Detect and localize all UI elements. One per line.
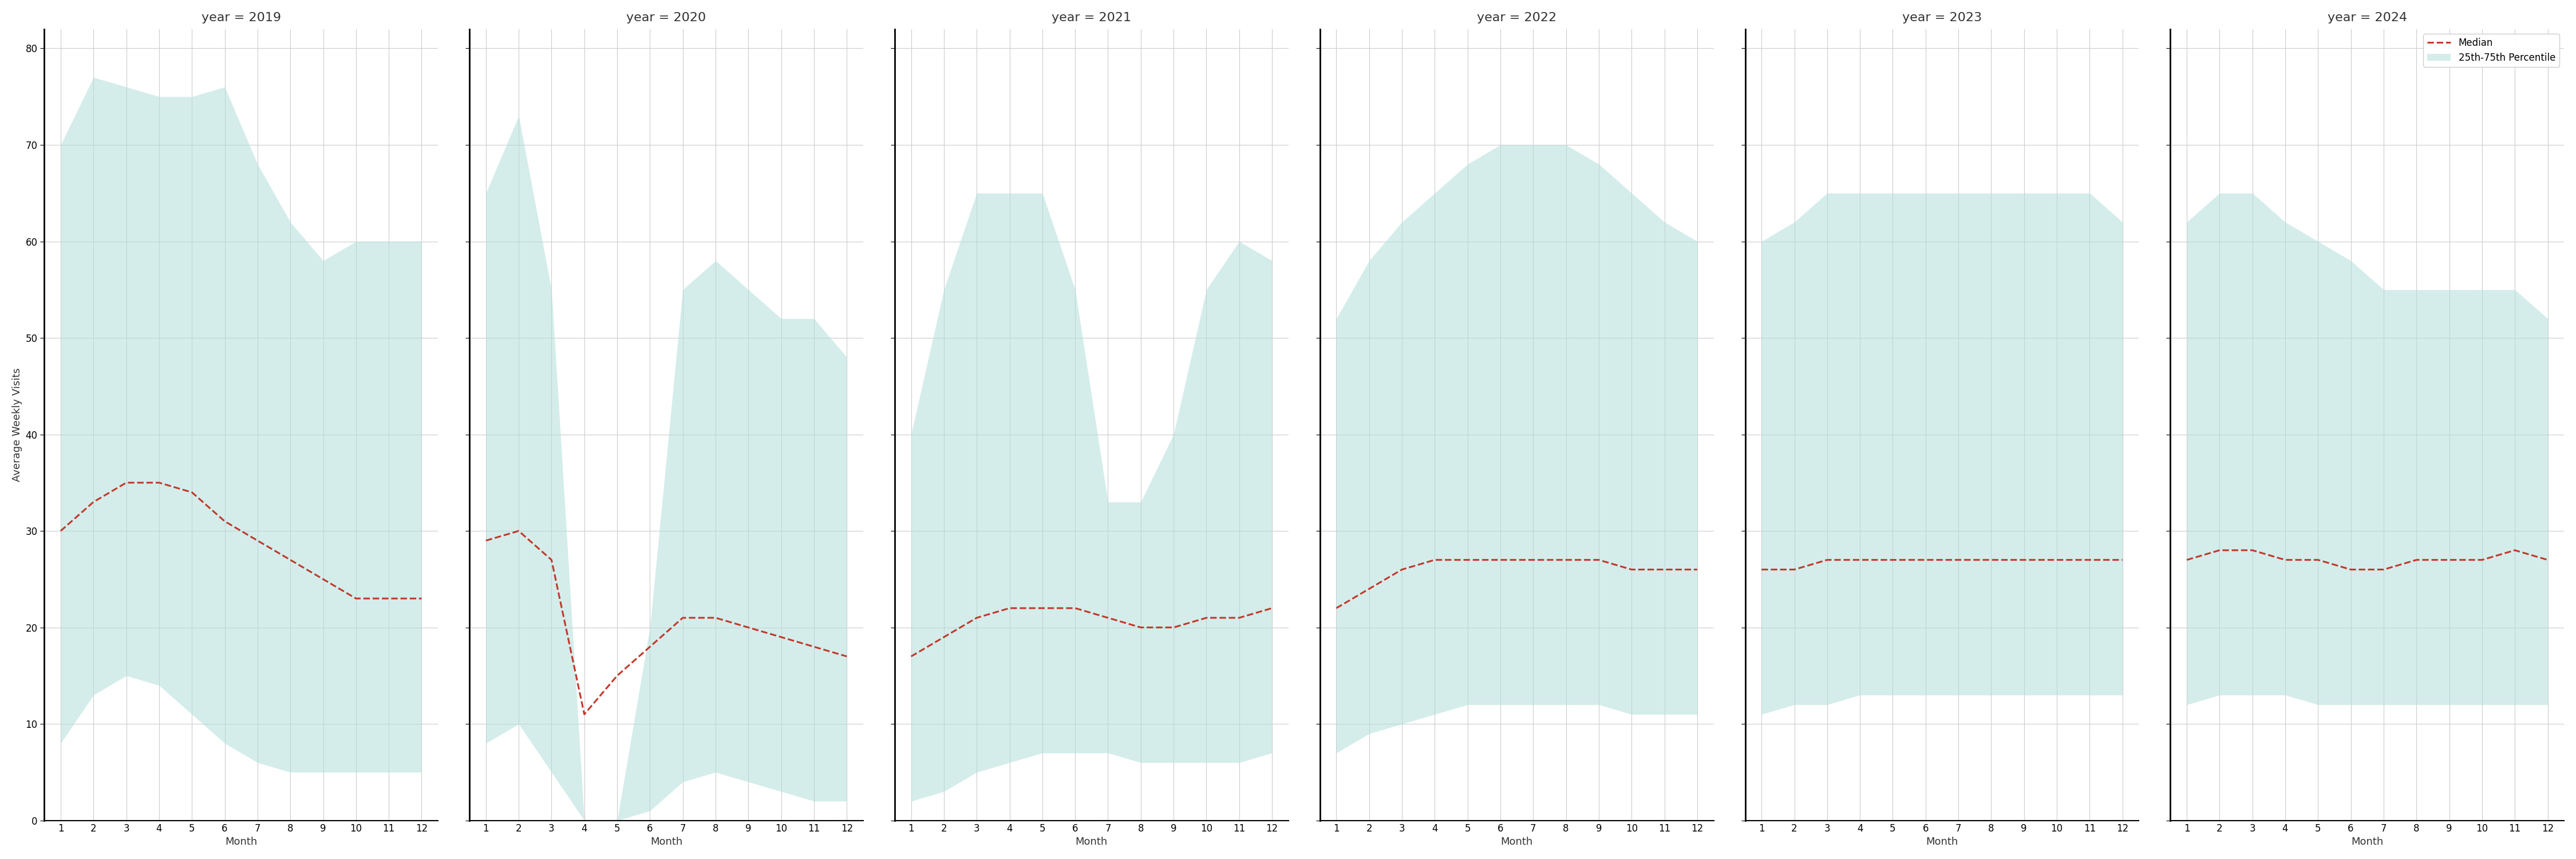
X-axis label: Month: Month [649,837,683,847]
X-axis label: Month: Month [224,837,258,847]
X-axis label: Month: Month [2352,837,2383,847]
X-axis label: Month: Month [1927,837,1958,847]
Legend: Median, 25th-75th Percentile: Median, 25th-75th Percentile [2424,34,2561,67]
Y-axis label: Average Weekly Visits: Average Weekly Visits [13,368,23,482]
X-axis label: Month: Month [1502,837,1533,847]
Title: year = 2019: year = 2019 [201,12,281,23]
Title: year = 2021: year = 2021 [1051,12,1131,23]
Title: year = 2023: year = 2023 [1901,12,1981,23]
Title: year = 2024: year = 2024 [2326,12,2406,23]
Title: year = 2022: year = 2022 [1476,12,1556,23]
Title: year = 2020: year = 2020 [626,12,706,23]
X-axis label: Month: Month [1074,837,1108,847]
